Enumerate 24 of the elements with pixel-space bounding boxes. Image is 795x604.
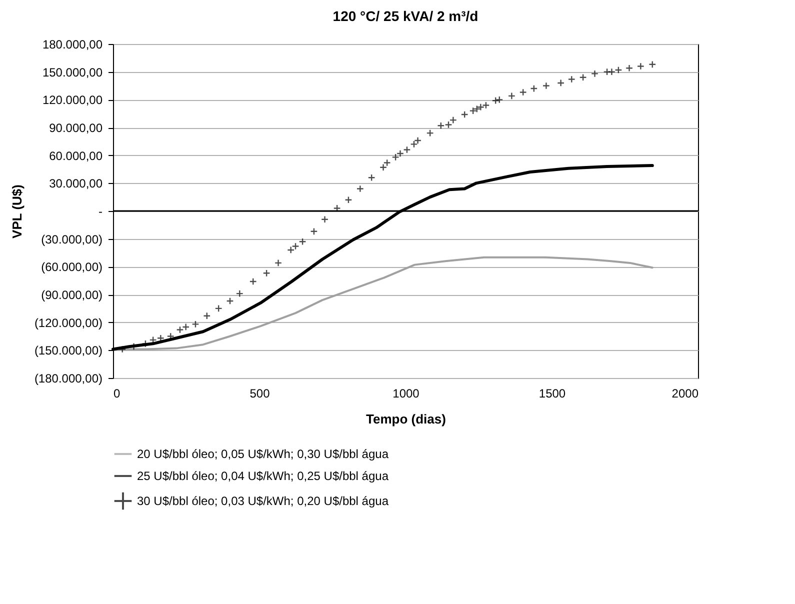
y-tick-label: (180.000,00) (34, 372, 102, 386)
y-tick-label: 30.000,00 (49, 176, 103, 191)
y-tick-label: 60.000,00 (49, 148, 103, 163)
legend-label: 20 U$/bbl óleo; 0,05 U$/kWh; 0,30 U$/bbl água (137, 447, 389, 461)
x-tick-label: 500 (250, 386, 270, 400)
x-tick-label: 2000 (672, 386, 699, 400)
y-tick-label: (90.000,00) (41, 288, 102, 302)
y-tick-label: 90.000,00 (49, 121, 103, 135)
y-tick-label: 150.000,00 (42, 65, 103, 80)
legend-label: 25 U$/bbl óleo; 0,04 U$/kWh; 0,25 U$/bbl água (137, 469, 389, 483)
x-tick-label: 1500 (538, 386, 566, 400)
x-tick-label: 1000 (392, 386, 420, 400)
x-axis-title: Tempo (dias) (366, 412, 446, 426)
y-tick-label: 120.000,00 (42, 93, 103, 108)
legend-label: 30 U$/bbl óleo; 0,03 U$/kWh; 0,20 U$/bbl água (137, 494, 389, 508)
chart-title: 120 °C/ 25 kVA/ 2 m³/d (332, 8, 478, 24)
y-axis-title: VPL (U$) (9, 184, 24, 238)
y-tick-label: (30.000,00) (41, 232, 102, 246)
y-tick-label: (150.000,00) (34, 344, 102, 358)
y-tick-label: - (98, 204, 102, 218)
y-tick-label: 180.000,00 (42, 38, 103, 52)
y-tick-label: (120.000,00) (34, 316, 102, 330)
x-tick-label: 0 (114, 386, 120, 400)
y-tick-label: (60.000,00) (41, 260, 102, 274)
